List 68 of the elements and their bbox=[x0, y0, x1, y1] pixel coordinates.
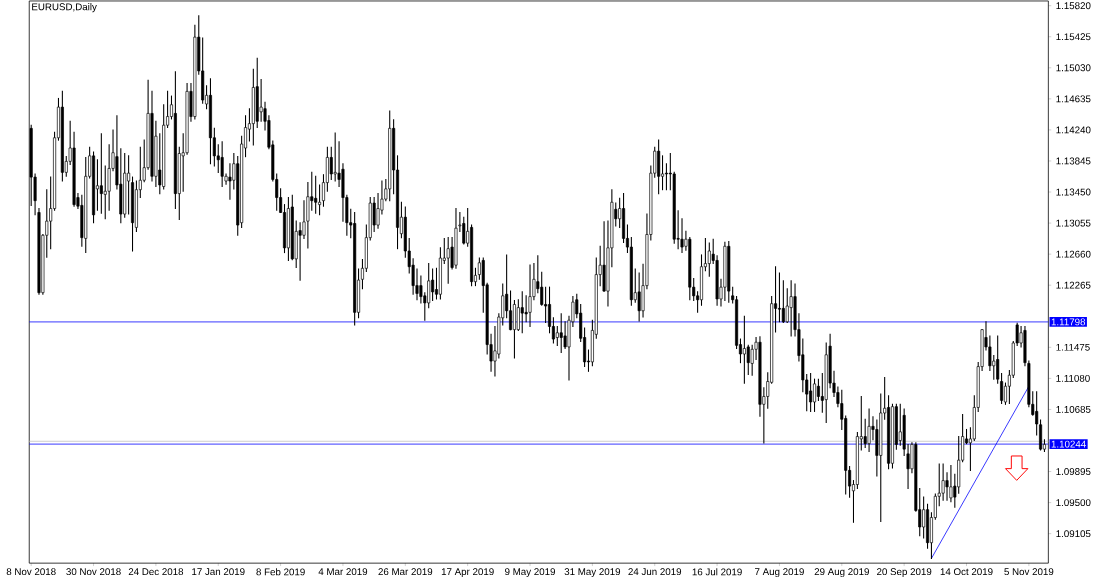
x-tick-label: 30 Nov 2018 bbox=[66, 568, 121, 576]
y-tick-label: 1.11080 bbox=[1056, 375, 1090, 383]
y-tick-label: 1.14635 bbox=[1056, 95, 1091, 103]
x-tick-label: 8 Nov 2018 bbox=[6, 568, 56, 576]
candlestick bbox=[789, 280, 793, 337]
x-tick-label: 24 Jun 2019 bbox=[628, 568, 682, 576]
candlestick bbox=[559, 313, 563, 354]
candlestick bbox=[446, 237, 450, 284]
y-tick-label: 1.10685 bbox=[1056, 406, 1091, 414]
x-tick-label: 24 Dec 2018 bbox=[128, 568, 184, 576]
candlestick bbox=[813, 378, 817, 413]
candlestick bbox=[707, 242, 711, 277]
candlestick bbox=[520, 291, 524, 334]
candlestick bbox=[95, 159, 99, 211]
y-tick-label: 1.15820 bbox=[1056, 2, 1091, 10]
candlestick bbox=[544, 286, 548, 324]
candlestick bbox=[509, 290, 513, 331]
x-tick-label: 7 Aug 2019 bbox=[755, 568, 804, 578]
candlestick bbox=[777, 272, 781, 323]
candlestick bbox=[329, 146, 333, 181]
candlestick bbox=[898, 403, 902, 446]
x-tick-label: 14 Oct 2019 bbox=[940, 568, 993, 576]
candlestick bbox=[528, 264, 532, 328]
candlestick bbox=[809, 373, 813, 413]
candlestick bbox=[314, 175, 318, 214]
candlestick bbox=[922, 496, 926, 539]
ref-line-label: 1.10244 bbox=[1051, 440, 1086, 448]
x-tick-label: 31 May 2019 bbox=[564, 568, 621, 578]
candlestick bbox=[637, 272, 641, 322]
y-tick-label: 1.15425 bbox=[1056, 33, 1091, 41]
ref-line-label: 1.11798 bbox=[1051, 318, 1086, 326]
y-tick-label: 1.09105 bbox=[1056, 530, 1091, 538]
y-tick-label: 1.15030 bbox=[1056, 64, 1091, 72]
y-tick-label: 1.12265 bbox=[1056, 281, 1091, 289]
candlestick bbox=[664, 163, 668, 191]
x-tick-label: 9 May 2019 bbox=[505, 568, 556, 578]
x-tick-label: 4 Mar 2019 bbox=[318, 568, 368, 576]
candlestick bbox=[318, 184, 322, 216]
y-tick-label: 1.12660 bbox=[1056, 250, 1091, 258]
y-tick-label: 1.13450 bbox=[1056, 188, 1091, 196]
candlestick bbox=[516, 299, 520, 332]
candlestick bbox=[699, 254, 704, 306]
candlestick bbox=[99, 133, 103, 214]
y-tick-label: 1.13055 bbox=[1056, 219, 1091, 227]
x-tick-label: 5 Nov 2019 bbox=[1004, 568, 1054, 576]
y-tick-label: 1.09895 bbox=[1056, 468, 1091, 476]
candlestick bbox=[555, 326, 559, 347]
candlestick bbox=[427, 263, 431, 309]
y-tick-label: 1.13845 bbox=[1056, 157, 1091, 165]
x-tick-label: 8 Feb 2019 bbox=[256, 568, 305, 576]
candlestick bbox=[867, 408, 871, 453]
x-tick-label: 29 Aug 2019 bbox=[814, 568, 869, 578]
chart-title: EURUSD,Daily bbox=[32, 3, 97, 13]
candlestick bbox=[816, 378, 820, 402]
candlestick bbox=[431, 268, 435, 302]
x-tick-label: 17 Apr 2019 bbox=[441, 568, 494, 578]
x-tick-label: 26 Mar 2019 bbox=[378, 568, 433, 576]
x-tick-label: 20 Sep 2019 bbox=[877, 568, 932, 578]
candlestick bbox=[220, 141, 224, 188]
y-tick-label: 1.14240 bbox=[1056, 126, 1091, 134]
candlestick bbox=[298, 222, 302, 281]
candlestick bbox=[127, 155, 131, 215]
y-tick-label: 1.09500 bbox=[1056, 499, 1091, 507]
candlestick bbox=[742, 315, 746, 384]
x-tick-label: 16 Jul 2019 bbox=[692, 568, 742, 576]
y-tick-label: 1.11475 bbox=[1056, 344, 1090, 351]
candlestick bbox=[781, 280, 785, 324]
x-tick-label: 17 Jan 2019 bbox=[192, 568, 245, 576]
